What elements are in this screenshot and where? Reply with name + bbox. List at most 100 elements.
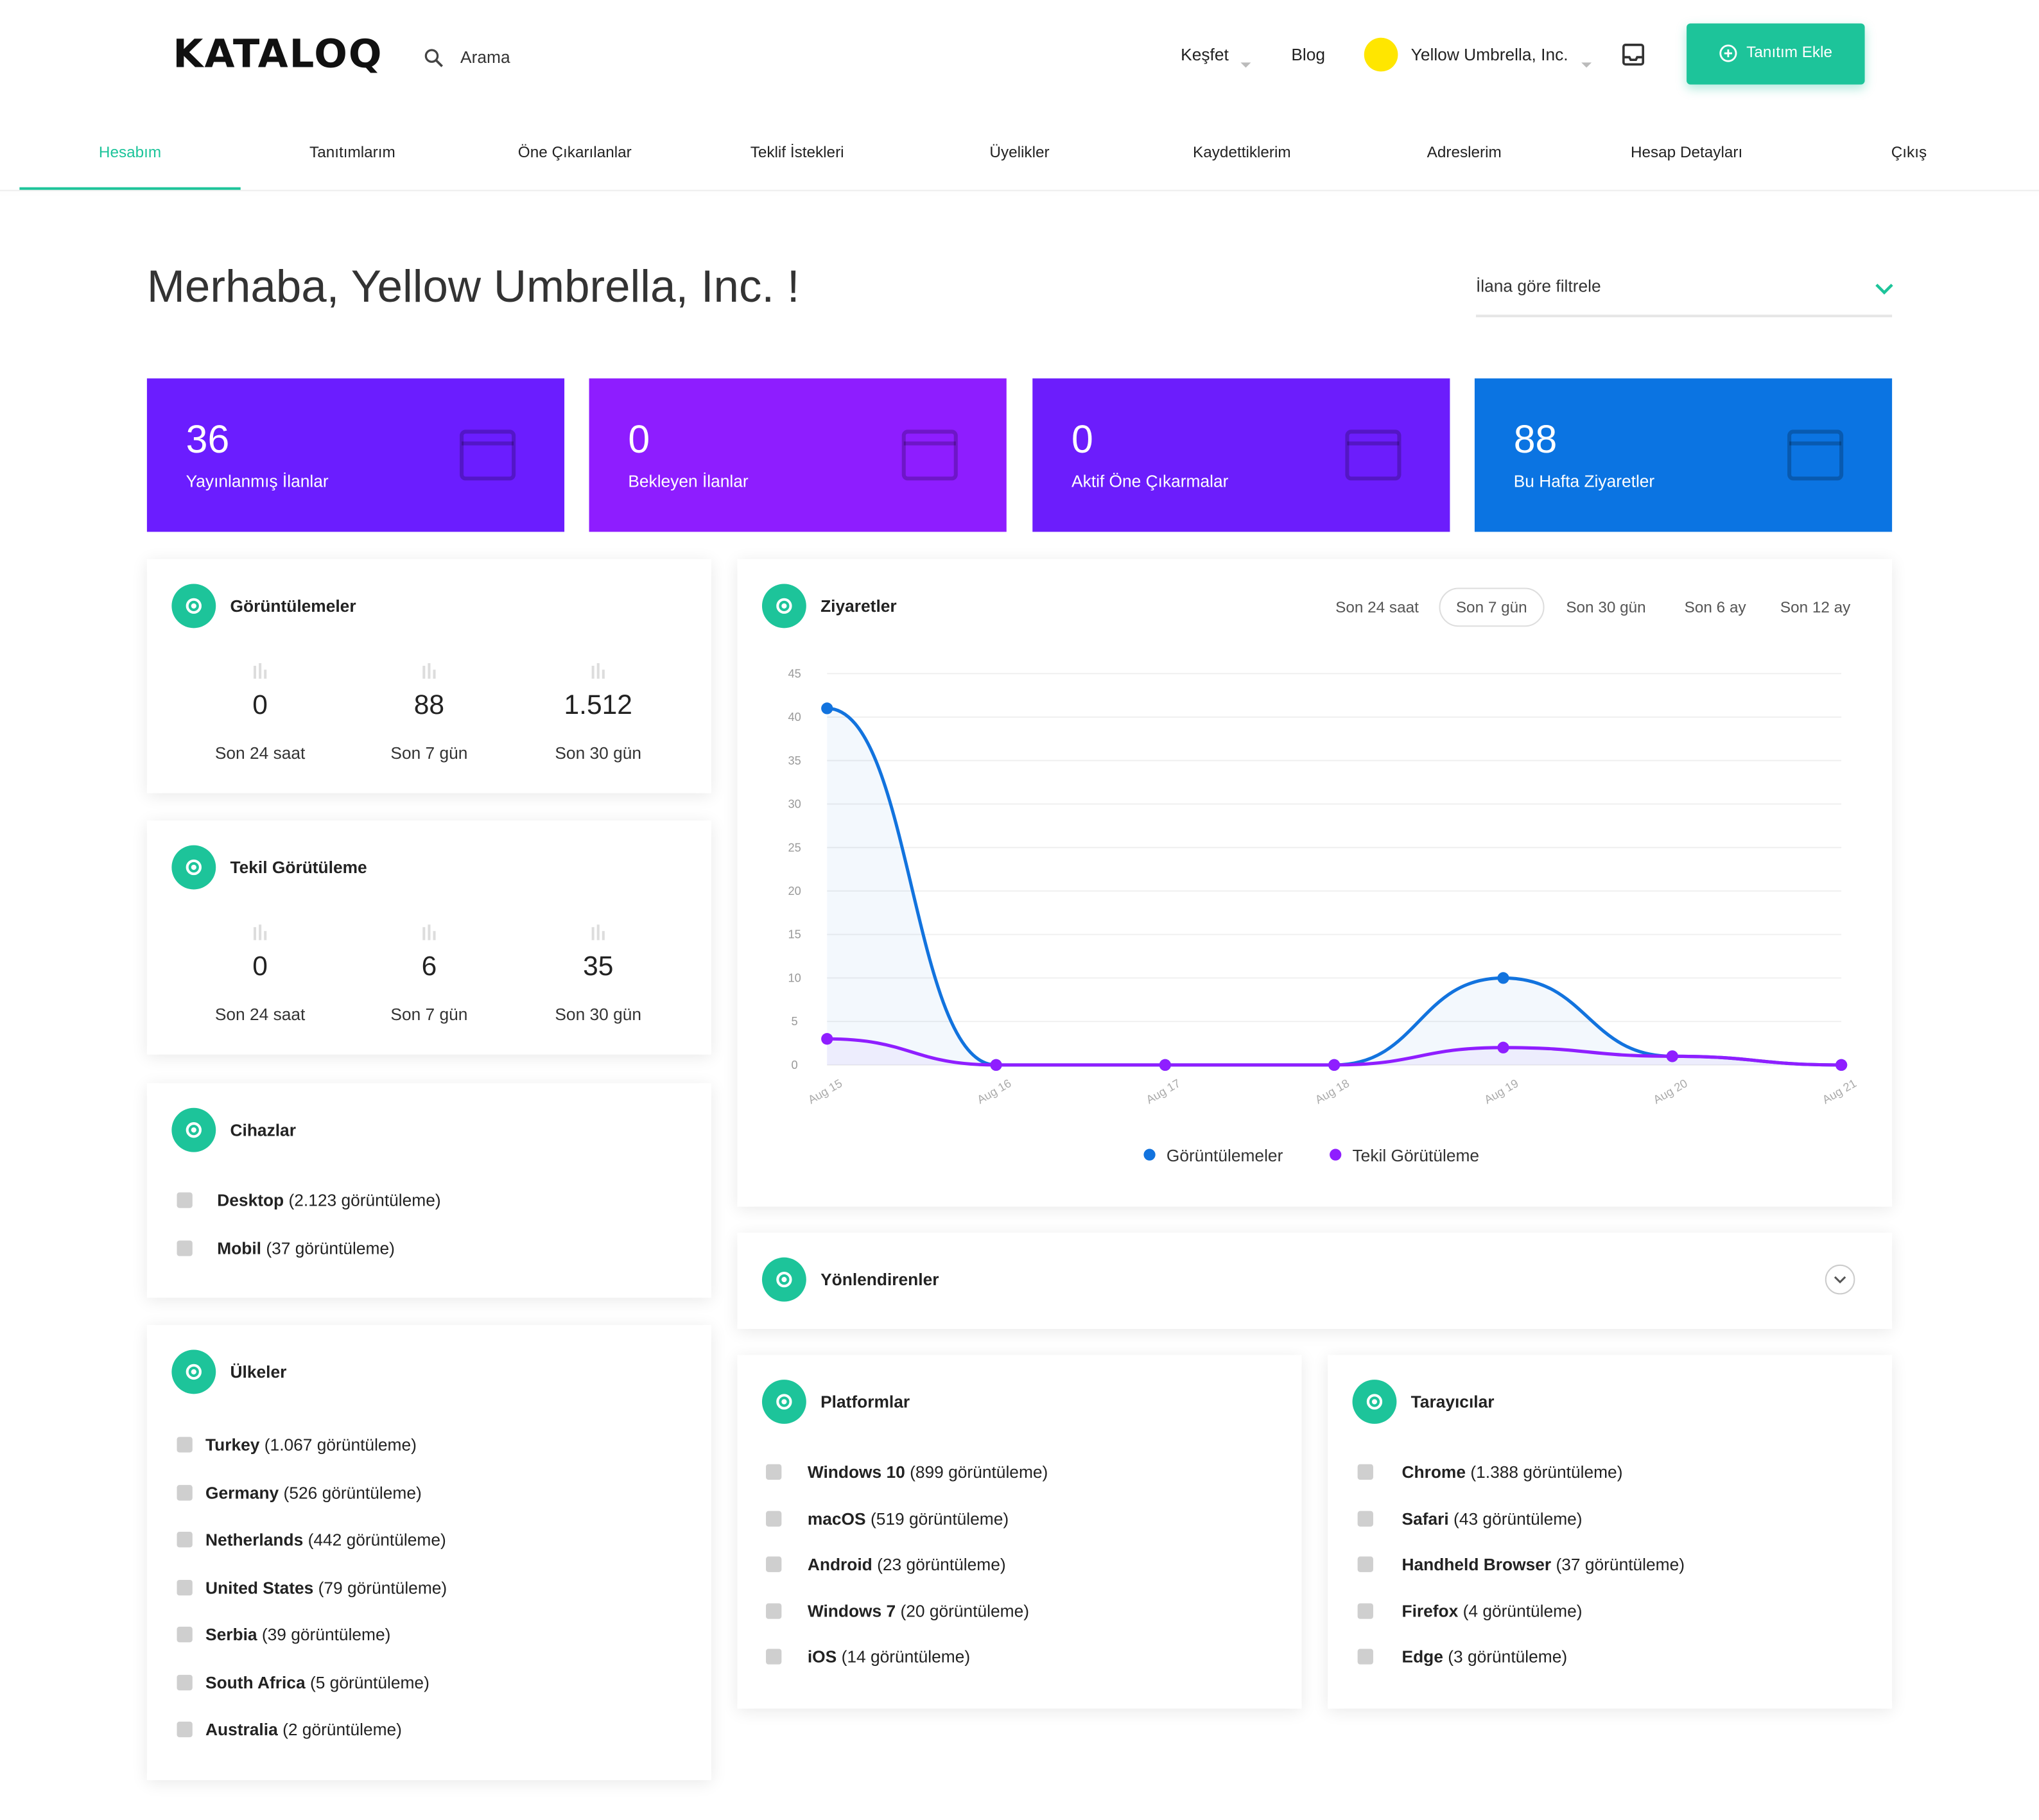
glyph	[776, 1271, 792, 1288]
account-menu[interactable]: Yellow Umbrella, Inc.	[1410, 44, 1568, 65]
stat-value: 0	[1072, 419, 1093, 462]
item-name: Windows 10	[807, 1462, 905, 1482]
list-item: Windows 10 (899 görüntüleme)	[808, 1462, 1048, 1482]
nav-tab[interactable]: Tanıtımlarım	[309, 143, 395, 162]
item-icon	[177, 1532, 193, 1548]
list-item: Safari (43 görüntüleme)	[1401, 1509, 1582, 1528]
list-item: Windows 7 (20 görüntüleme)	[808, 1601, 1029, 1620]
stat-icon	[901, 429, 958, 481]
item-detail: (23 görüntüleme)	[877, 1554, 1006, 1575]
stat-icon	[459, 426, 516, 483]
metric-label: Son 24 saat	[214, 1004, 306, 1025]
item-name: macOS	[807, 1508, 866, 1529]
browsers-card	[1328, 1355, 1893, 1709]
range-option[interactable]: Son 24 saat	[1335, 598, 1419, 617]
item-detail: (899 görüntüleme)	[910, 1462, 1048, 1482]
item-icon	[174, 1719, 195, 1740]
card-title: Platformlar	[820, 1392, 910, 1412]
item-icon	[174, 1190, 195, 1210]
glyph	[776, 598, 792, 614]
inbox-icon[interactable]	[1622, 43, 1645, 66]
bar-glyph	[591, 663, 605, 679]
stat-icon	[1787, 426, 1844, 483]
metric-label: Son 30 gün	[555, 743, 642, 763]
item-icon	[177, 1721, 193, 1738]
bar-glyph	[253, 924, 267, 940]
nav-tab[interactable]: Teklif İstekleri	[750, 143, 844, 162]
list-item: Netherlands (442 görüntüleme)	[205, 1530, 446, 1549]
search-input[interactable]: Arama	[460, 47, 510, 67]
stat-value: 0	[628, 419, 650, 462]
avatar[interactable]	[1364, 37, 1398, 72]
add-listing-button[interactable]: Tanıtım Ekle	[1687, 23, 1865, 85]
nav-tab[interactable]: Üyelikler	[989, 143, 1050, 162]
item-detail: (43 görüntüleme)	[1453, 1508, 1583, 1529]
metric-value: 0	[252, 951, 268, 982]
range-option[interactable]: Son 6 ay	[1684, 598, 1746, 617]
nav-tab[interactable]: Çıkış	[1891, 143, 1927, 162]
range-option[interactable]: Son 12 ay	[1780, 598, 1851, 617]
item-icon	[763, 1600, 784, 1621]
list-item: Australia (2 görüntüleme)	[205, 1720, 402, 1739]
item-icon	[1357, 1510, 1373, 1527]
item-icon	[766, 1556, 782, 1573]
bar-glyph	[422, 663, 436, 679]
item-name: Chrome	[1401, 1462, 1466, 1482]
item-icon	[177, 1484, 193, 1500]
nav-tab[interactable]: Hesap Detayları	[1630, 143, 1743, 162]
nav-tab[interactable]: Hesabım	[98, 143, 162, 162]
range-option[interactable]: Son 7 gün	[1439, 587, 1545, 627]
item-detail: (20 görüntüleme)	[900, 1601, 1030, 1621]
item-detail: (79 görüntüleme)	[318, 1577, 447, 1597]
item-detail: (526 görüntüleme)	[283, 1482, 422, 1502]
item-icon	[1357, 1603, 1373, 1619]
card-title: Görüntülemeler	[230, 596, 356, 616]
nav-tab[interactable]: Adreslerim	[1427, 143, 1502, 162]
item-icon	[1355, 1600, 1376, 1621]
list-item: Chrome (1.388 görüntüleme)	[1401, 1462, 1622, 1482]
item-detail: (4 görüntüleme)	[1462, 1601, 1583, 1621]
list-item: Handheld Browser (37 görüntüleme)	[1401, 1555, 1685, 1574]
bar-glyph	[591, 923, 606, 940]
stat-icon	[1787, 429, 1844, 481]
countries-card	[146, 1324, 711, 1780]
nav-link[interactable]: Keşfet	[1181, 44, 1229, 65]
bar-glyph	[591, 662, 606, 679]
nav-link[interactable]: Blog	[1291, 44, 1326, 65]
list-item: macOS (519 görüntüleme)	[808, 1509, 1009, 1528]
item-name: South Africa	[205, 1672, 306, 1692]
item-icon	[1355, 1508, 1376, 1529]
item-detail: (1.067 görüntüleme)	[264, 1435, 417, 1455]
range-option[interactable]: Son 30 gün	[1566, 598, 1646, 617]
item-icon	[1355, 1554, 1376, 1575]
greeting: Merhaba, Yellow Umbrella, Inc. !	[146, 261, 800, 313]
nav-tab[interactable]: Öne Çıkarılanlar	[517, 143, 632, 162]
item-icon	[174, 1672, 195, 1692]
bar-glyph	[253, 663, 267, 679]
logo[interactable]: KATALOQ	[173, 31, 383, 78]
card-title: Tekil Görütüleme	[230, 857, 367, 878]
item-detail: (3 görüntüleme)	[1448, 1647, 1568, 1667]
expand-button[interactable]	[1825, 1264, 1856, 1296]
listing-filter[interactable]: İlana göre filtrele	[1475, 276, 1601, 296]
list-item: Android (23 görüntüleme)	[808, 1555, 1006, 1574]
item-icon	[1357, 1649, 1373, 1665]
metric-value: 35	[583, 951, 614, 982]
item-name: Australia	[205, 1719, 278, 1740]
bar-glyph	[421, 662, 437, 679]
chevron[interactable]	[1875, 284, 1893, 295]
item-icon	[763, 1554, 784, 1575]
card-icon	[171, 1349, 216, 1394]
metric-value: 1.512	[564, 690, 632, 721]
referrers-card	[737, 1233, 1893, 1330]
button-label[interactable]: Tanıtım Ekle	[1746, 42, 1833, 62]
list-item: United States (79 görüntüleme)	[205, 1577, 447, 1597]
card-icon	[761, 584, 806, 628]
nav-tab[interactable]: Kaydettiklerim	[1193, 143, 1291, 162]
item-icon	[766, 1649, 782, 1665]
active-tab-indicator	[19, 187, 241, 190]
item-detail: (2 görüntüleme)	[282, 1719, 402, 1740]
item-icon	[766, 1464, 782, 1480]
item-icon	[174, 1434, 195, 1455]
